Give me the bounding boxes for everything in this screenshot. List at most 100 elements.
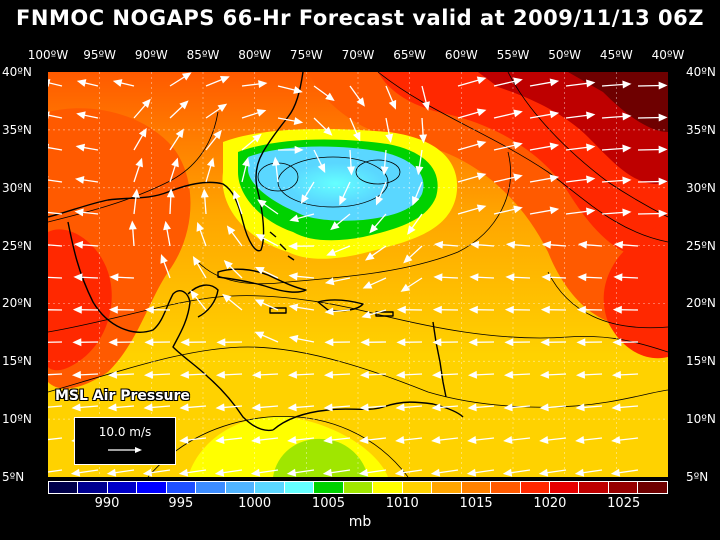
colorbar-segment <box>284 482 315 493</box>
latitude-label-left: 10ºN <box>2 412 32 427</box>
wind-arrow <box>409 213 423 231</box>
wind-arrow <box>113 373 135 376</box>
wind-arrow-head <box>322 468 333 477</box>
wind-arrow <box>601 83 626 87</box>
wind-arrow-head <box>242 157 250 167</box>
wind-arrow-head <box>323 126 333 136</box>
wind-arrow <box>48 211 63 215</box>
wind-arrow-head <box>505 240 516 249</box>
wind-arrow <box>48 244 63 247</box>
colorbar-segment <box>255 482 285 493</box>
wind-arrow <box>165 226 171 247</box>
wind-arrow-head <box>503 436 513 444</box>
wind-arrow-head <box>364 252 375 261</box>
wind-arrow <box>48 373 63 376</box>
wind-arrow-head <box>476 76 487 85</box>
wind-arrow-head <box>396 305 406 314</box>
wind-arrow <box>241 111 262 119</box>
wind-arrow-head <box>190 289 199 300</box>
wind-arrow <box>256 469 279 474</box>
wind-arrow <box>509 373 531 376</box>
longitude-label: 70ºW <box>341 48 375 62</box>
wind-arrow-head <box>549 78 560 87</box>
wind-arrow-head <box>287 436 297 444</box>
wind-arrow <box>294 337 315 343</box>
wind-arrow <box>493 175 518 183</box>
wind-arrow-head <box>144 305 154 314</box>
wind-arrow-head <box>293 117 304 125</box>
wind-arrow-head <box>549 142 560 151</box>
wind-arrow <box>331 245 351 255</box>
wind-arrow <box>406 245 423 261</box>
wind-arrow-head <box>215 436 225 444</box>
wind-arrow-head <box>166 188 175 198</box>
wind-arrow <box>195 260 207 279</box>
wind-arrow <box>184 437 207 442</box>
wind-arrow-head <box>106 468 117 477</box>
coastlines <box>48 72 464 432</box>
wind-arrow-head <box>252 133 262 143</box>
wind-arrow-head <box>71 403 81 412</box>
wind-arrow <box>565 146 590 151</box>
wind-arrow <box>637 84 663 87</box>
wind-arrow <box>169 74 188 87</box>
colorbar-unit: mb <box>348 514 372 530</box>
wind-arrow <box>169 132 182 151</box>
wind-arrow-head <box>613 273 623 282</box>
wind-arrow-head <box>513 141 523 150</box>
wind-arrow-head <box>48 79 51 87</box>
wind-arrow <box>385 85 395 105</box>
wind-arrow <box>329 405 351 409</box>
colorbar-tick-label: 1025 <box>607 496 641 511</box>
wind-arrow-head <box>109 273 119 282</box>
wind-arrow <box>275 162 279 183</box>
longitude-label: 50ºW <box>548 48 582 62</box>
wind-arrow <box>457 206 482 215</box>
wind-arrow-head <box>540 338 550 347</box>
wind-arrow <box>221 373 243 376</box>
wind-arrow-head <box>138 127 147 138</box>
wind-arrow-head <box>658 209 668 218</box>
wind-arrow <box>601 211 626 215</box>
map-title: FNMOC NOGAPS 66-Hr Forecast valid at 200… <box>16 6 704 30</box>
wind-arrow <box>400 469 423 474</box>
colorbar-segment <box>49 482 79 493</box>
wind-arrow <box>261 201 279 215</box>
longitude-label: 40ºW <box>651 48 685 62</box>
wind-arrow-head <box>180 338 190 347</box>
wind-arrow-head <box>575 403 585 412</box>
wind-arrow-head <box>287 370 298 379</box>
wind-arrow-head <box>217 103 228 112</box>
wind-arrow-head <box>143 403 153 412</box>
wind-arrow <box>580 437 603 442</box>
wind-arrow <box>565 82 590 87</box>
wind-arrow-head <box>347 166 355 176</box>
latitude-label-right: 20ºN <box>686 296 716 311</box>
wind-arrow <box>372 213 387 230</box>
wind-arrow <box>493 143 518 151</box>
wind-arrow <box>457 110 482 119</box>
latitude-label-left: 30ºN <box>2 180 32 195</box>
wind-arrow-head <box>72 338 82 347</box>
wind-arrow <box>259 301 279 311</box>
latitude-label-left: 35ºN <box>2 122 32 137</box>
wind-arrow <box>185 373 207 376</box>
wind-arrow-head <box>361 310 372 319</box>
wind-arrow-head <box>403 254 413 264</box>
wind-arrow <box>241 162 248 183</box>
wind-arrow-head <box>412 195 420 206</box>
wind-arrow-head <box>610 468 621 477</box>
wind-arrow <box>227 263 243 279</box>
pressure-colorbar <box>48 481 668 494</box>
wind-arrow-head <box>192 256 201 266</box>
colorbar-segment <box>432 482 462 493</box>
wind-arrow-head <box>400 283 411 292</box>
wind-arrow-head <box>613 240 624 249</box>
wind-arrow-head <box>107 403 117 412</box>
wind-arrow-head <box>175 128 184 139</box>
wind-arrow <box>349 117 359 137</box>
wind-arrow-head <box>430 468 441 477</box>
wind-arrow <box>293 373 315 376</box>
wind-arrow-head <box>359 403 369 412</box>
wind-arrow <box>637 116 663 119</box>
